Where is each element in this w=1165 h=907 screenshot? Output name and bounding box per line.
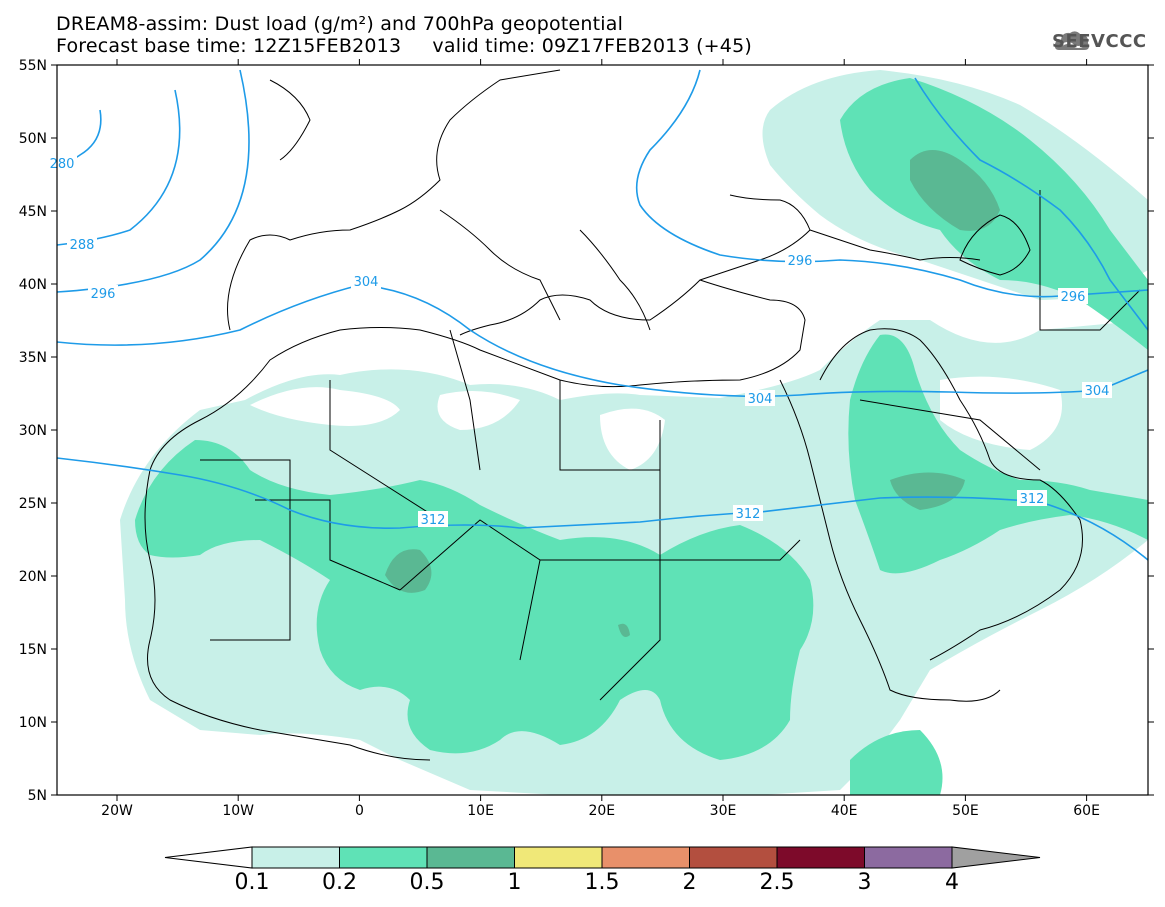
lat-tick-label: 50N bbox=[19, 131, 47, 147]
colorbar-swatch bbox=[601, 846, 690, 869]
lon-tick-label: 0 bbox=[355, 803, 364, 819]
contour-label: 312 bbox=[736, 507, 761, 522]
lon-tick-label: 60E bbox=[1073, 803, 1100, 819]
colorbar-label: 3 bbox=[857, 870, 872, 895]
map-title: DREAM8-assim: Dust load (g/m²) and 700hP… bbox=[56, 13, 624, 35]
colorbar-swatch bbox=[514, 846, 603, 869]
contour-label: 304 bbox=[748, 392, 773, 407]
contour-label: 280 bbox=[50, 157, 75, 172]
colorbar-swatch bbox=[689, 846, 778, 869]
colorbar-under-arrow bbox=[164, 846, 253, 869]
lat-tick-label: 10N bbox=[19, 715, 47, 731]
map-subtitle: Forecast base time: 12Z15FEB2013 valid t… bbox=[56, 35, 752, 57]
lon-tick-label: 20E bbox=[588, 803, 615, 819]
contour-label: 296 bbox=[788, 254, 813, 269]
logo-text: SEEVCCC bbox=[1052, 31, 1147, 52]
contour-label: 296 bbox=[1061, 290, 1086, 305]
colorbar-swatch bbox=[864, 846, 953, 869]
lon-tick-label: 30E bbox=[710, 803, 737, 819]
colorbar-label: 0.1 bbox=[234, 870, 270, 895]
dust-field bbox=[120, 70, 1148, 795]
lat-tick-label: 30N bbox=[19, 423, 47, 439]
lat-tick-label: 25N bbox=[19, 496, 47, 512]
colorbar-swatch bbox=[251, 846, 340, 869]
lon-tick-label: 50E bbox=[952, 803, 979, 819]
lon-tick-label: 10E bbox=[467, 803, 494, 819]
colorbar-label: 2.5 bbox=[759, 870, 795, 895]
coastlines bbox=[144, 69, 1141, 761]
colorbar-label: 1.5 bbox=[584, 870, 620, 895]
lat-tick-label: 20N bbox=[19, 569, 47, 585]
colorbar bbox=[164, 846, 1041, 869]
colorbar-label: 2 bbox=[682, 870, 697, 895]
dust-region-mid bbox=[135, 440, 814, 760]
contour-labels: 280 288 296 304 296 296 304 304 312 312 312 bbox=[47, 155, 1112, 528]
colorbar-swatch bbox=[776, 846, 865, 869]
contour-label: 312 bbox=[1020, 492, 1045, 507]
contour-label: 312 bbox=[421, 513, 446, 528]
cloud-icon bbox=[1054, 31, 1089, 50]
colorbar-label: 4 bbox=[945, 870, 959, 895]
lat-tick-label: 40N bbox=[19, 277, 47, 293]
colorbar-label: 1 bbox=[507, 870, 522, 895]
colorbar-swatch bbox=[426, 846, 515, 869]
contour-label: 296 bbox=[91, 287, 116, 302]
lat-tick-label: 35N bbox=[19, 350, 47, 366]
lon-tick-label: 40E bbox=[831, 803, 858, 819]
colorbar-over-arrow bbox=[951, 846, 1041, 869]
geopotential-contours bbox=[57, 69, 1148, 561]
lat-tick-label: 5N bbox=[28, 788, 47, 804]
colorbar-label: 0.2 bbox=[322, 870, 357, 895]
contour-label: 288 bbox=[70, 238, 95, 253]
contour-label: 304 bbox=[354, 275, 379, 290]
colorbar-label: 0.5 bbox=[409, 870, 445, 895]
latitude-axis: 55N 50N 45N 40N 35N 30N 25N 20N 15N 10N 5N bbox=[19, 58, 1154, 804]
colorbar-swatch bbox=[339, 846, 428, 869]
longitude-axis: 20W 10W 0 10E 20E 30E 40E 50E 60E bbox=[101, 59, 1100, 819]
lat-tick-label: 15N bbox=[19, 642, 47, 658]
lon-tick-label: 10W bbox=[222, 803, 254, 819]
lat-tick-label: 55N bbox=[19, 58, 47, 74]
contour-label: 304 bbox=[1085, 384, 1110, 399]
lon-tick-label: 20W bbox=[101, 803, 133, 819]
lat-tick-label: 45N bbox=[19, 204, 47, 220]
dust-region-high bbox=[385, 549, 432, 593]
